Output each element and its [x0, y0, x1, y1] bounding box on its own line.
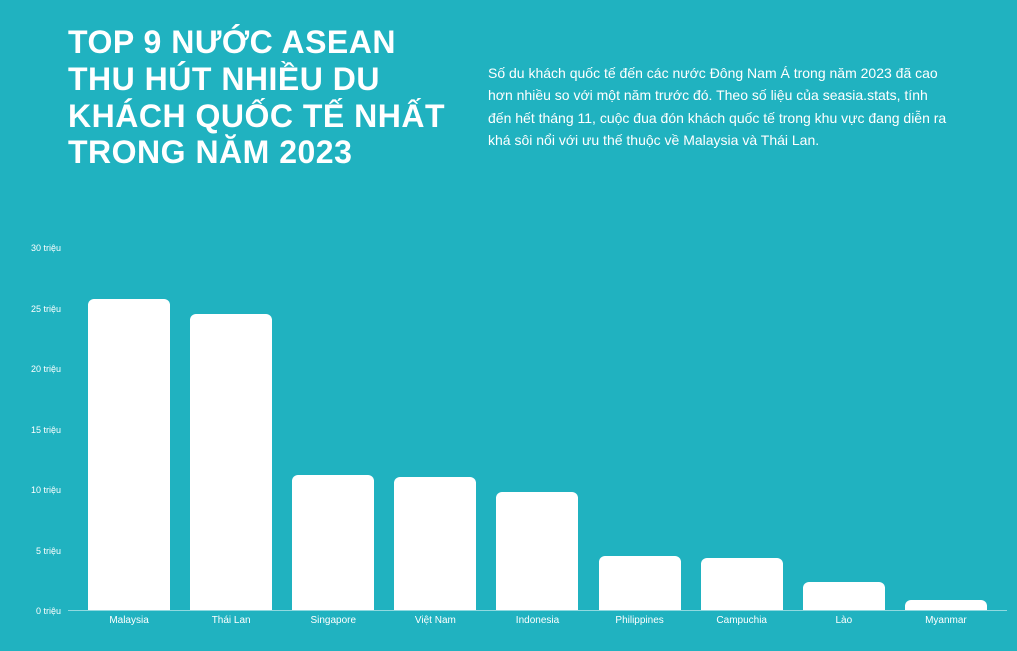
bars-group — [68, 248, 1007, 610]
bar-wrap — [384, 248, 486, 610]
page-title: TOP 9 NƯỚC ASEAN THU HÚT NHIỀU DU KHÁCH … — [68, 24, 448, 171]
y-tick-label: 15 triệu — [31, 425, 61, 435]
bar — [292, 475, 374, 610]
bar-wrap — [589, 248, 691, 610]
x-tick-label: Malaysia — [78, 611, 180, 631]
bar — [496, 492, 578, 610]
bar-wrap — [691, 248, 793, 610]
bar — [905, 600, 987, 610]
y-tick-label: 5 triệu — [36, 546, 61, 556]
x-axis: MalaysiaThái LanSingaporeViệt NamIndones… — [68, 611, 1007, 631]
x-tick-label: Singapore — [282, 611, 384, 631]
bar-wrap — [486, 248, 588, 610]
bar-wrap — [282, 248, 384, 610]
bar-wrap — [793, 248, 895, 610]
y-axis: 0 triệu5 triệu10 triệu15 triệu20 triệu25… — [25, 248, 65, 611]
bar — [803, 582, 885, 610]
x-tick-label: Lào — [793, 611, 895, 631]
chart-plot-area — [68, 248, 1007, 611]
bar — [701, 558, 783, 610]
x-tick-label: Indonesia — [486, 611, 588, 631]
x-tick-label: Myanmar — [895, 611, 997, 631]
bar — [88, 299, 170, 610]
x-tick-label: Thái Lan — [180, 611, 282, 631]
bar-chart: 0 triệu 5 triệu 10 triệu 15 triệu 20 triệu 25… — [25, 248, 1007, 631]
x-tick-label: Campuchia — [691, 611, 793, 631]
x-tick-label: Philippines — [589, 611, 691, 631]
bar-wrap — [78, 248, 180, 610]
bar — [394, 477, 476, 610]
bar-wrap — [180, 248, 282, 610]
x-tick-label: Việt Nam — [384, 611, 486, 631]
bar — [599, 556, 681, 610]
description-text: Số du khách quốc tế đến các nước Đông Na… — [488, 24, 967, 171]
y-tick-label: 0 triệu — [36, 606, 61, 616]
bar-wrap — [895, 248, 997, 610]
y-tick-label: 25 triệu — [31, 304, 61, 314]
y-tick-label: 10 triệu — [31, 485, 61, 495]
bar — [190, 314, 272, 610]
header: TOP 9 NƯỚC ASEAN THU HÚT NHIỀU DU KHÁCH … — [0, 0, 1017, 191]
y-tick-label: 20 triệu — [31, 364, 61, 374]
y-tick-label: 30 triệu — [31, 243, 61, 253]
